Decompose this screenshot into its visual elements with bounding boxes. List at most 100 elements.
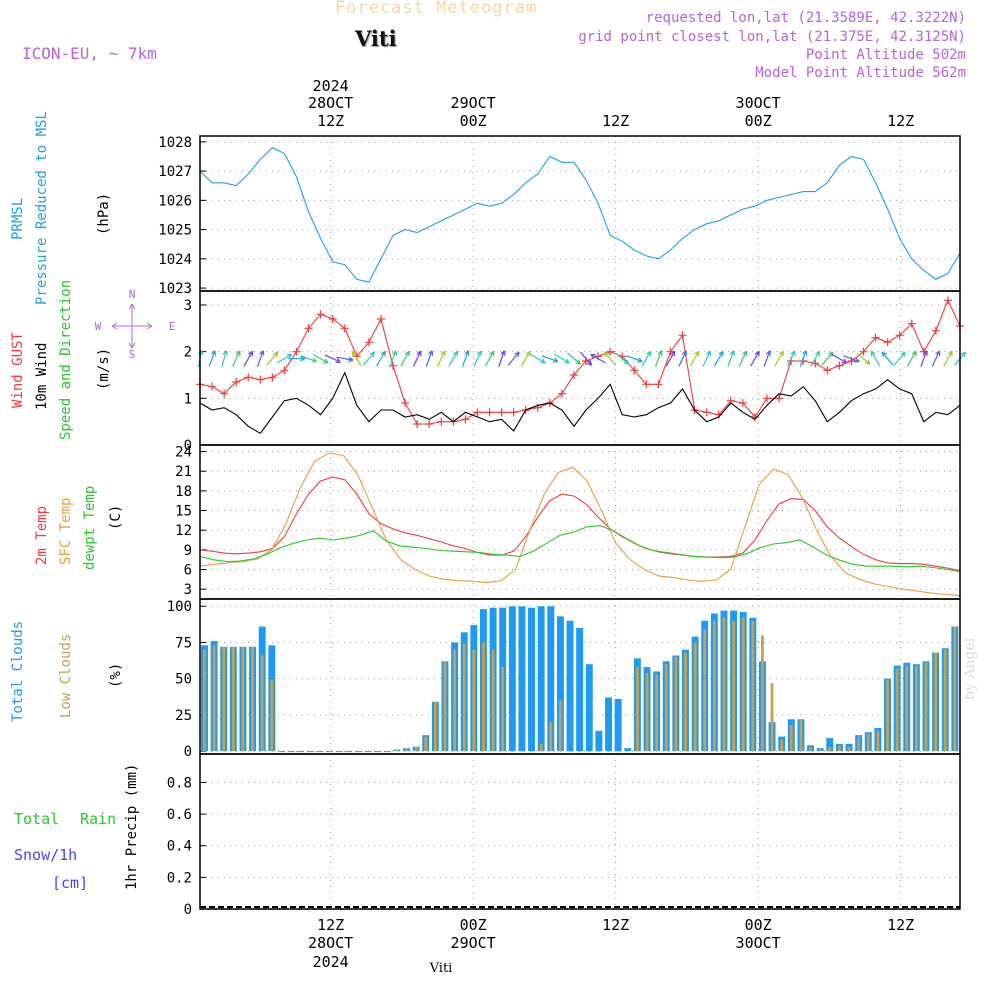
wind-arrow [920,350,928,367]
low-cloud-bar [299,751,303,752]
rain-total-label: Total [14,810,59,828]
gust-marker [485,408,494,417]
wind-arrow-shaft [520,351,531,367]
gust-marker [437,417,446,426]
wind-arrow-shaft [498,350,506,367]
gust-marker [497,408,506,417]
gust-marker [376,315,385,323]
wind-arrow [336,356,354,363]
y-tick-label: 9 [184,543,192,559]
low-cloud-bar [789,725,793,752]
low-cloud-bar [337,751,341,752]
low-cloud-bar [914,665,918,752]
wind-arrow [243,350,254,367]
low-cloud-bar [472,649,476,752]
wind-arrow [750,350,760,367]
wind-arrow-head [947,350,953,357]
wind-arrow-shaft [906,351,917,367]
wind-arrow-shaft [362,351,375,366]
wind-arrow-shaft [678,350,687,367]
wind-arrow-shaft [870,351,881,367]
low-cloud-bar [780,739,784,752]
wind-arrow-head [815,350,821,357]
wind-arrow-head [564,358,570,364]
wind-arrow [413,350,422,367]
panel-frame [199,135,961,292]
wind-arrow-head [841,358,848,364]
wind-speed-dir-label: Speed and Direction [58,280,74,440]
y-tick-label: 1026 [158,193,192,209]
gust-marker [244,373,253,382]
low-cloud-bar [703,629,707,752]
y-tick-label: 25 [175,708,192,724]
wind-arrow-shaft [774,351,784,367]
y-tick-label: 0 [184,902,192,918]
wind-arrow-head [489,350,495,357]
compass-arrows [111,303,153,349]
total-cloud-bar [508,606,516,752]
total-cloud-bar [595,730,603,752]
total-cloud-bar [614,698,622,752]
low-cloud-bar [597,751,601,752]
wind-arrow-shaft [425,350,433,367]
wind-arrow [473,350,482,367]
low-cloud-bar [376,751,380,752]
gridpoint-coords: grid point closest lon,lat (21.375E, 42.… [578,29,966,45]
wind-arrow-head [694,350,700,357]
compass-e: E [169,320,176,333]
low-cloud-bar [799,719,803,752]
wind-arrow [821,351,834,366]
low-cloud-bar [491,649,495,752]
low-cloud-bar [347,751,351,752]
wind-label: 10m Wind [34,343,50,410]
total-cloud-bar [547,606,555,752]
bottom-axis-date: 29OCT [451,934,496,952]
wind-arrow [541,355,559,363]
bottom-axis-hour: 12Z [887,916,914,934]
low-cloud-bar [645,672,649,752]
low-cloud-bar [895,668,899,752]
series-line-prmsl [199,147,961,283]
low-cloud-bar [934,652,937,752]
wind-arrow [567,352,582,365]
wind-arrow-head [311,357,317,363]
y-tick-label: 1024 [158,252,192,268]
wind-arrow [881,351,894,366]
wind-arrow [437,350,446,367]
gust-marker [364,338,373,347]
wind-arrow [689,350,700,367]
y-tick-label: 0.4 [167,839,192,855]
low-cloud-bar [433,701,437,752]
wind-arrow-head [416,350,422,356]
wind-arrow-head [623,359,630,365]
gust-marker [280,366,289,375]
low-cloud-bar [280,751,283,752]
low-cloud-bar [539,743,543,752]
wind-arrow-shaft [376,351,386,367]
gust-marker [292,347,301,356]
low-cloud-bar [328,751,331,752]
total-cloud-bar [556,616,564,752]
gust-marker [256,375,265,384]
wind-arrow-shaft [920,350,928,367]
y-tick-label: 21 [175,464,192,480]
wind-arrow-shaft [881,351,894,366]
wind-arrow-head [718,350,724,357]
gust-marker [328,315,337,323]
wind-arrow-head [881,351,887,358]
wind-arrow [893,351,906,366]
pressure-label: PRMSL [10,198,26,240]
bottom-axis-date: 30OCT [736,934,781,952]
wind-arrow-shaft [786,350,796,367]
y-tick-label: 1028 [158,135,192,151]
wind-arrow-shaft [461,350,469,367]
y-tick-label: 3 [184,298,192,314]
temp2m-label: 2m Temp [34,506,50,565]
wind-arrow-head [540,358,546,364]
wind-arrow-head [286,353,293,359]
wind-arrow-head [681,350,687,356]
wind-arrow-head [380,350,386,357]
total-cloud-bar [585,664,593,752]
wind-arrow-head [440,350,446,356]
series-line-wind-gust [199,298,961,425]
